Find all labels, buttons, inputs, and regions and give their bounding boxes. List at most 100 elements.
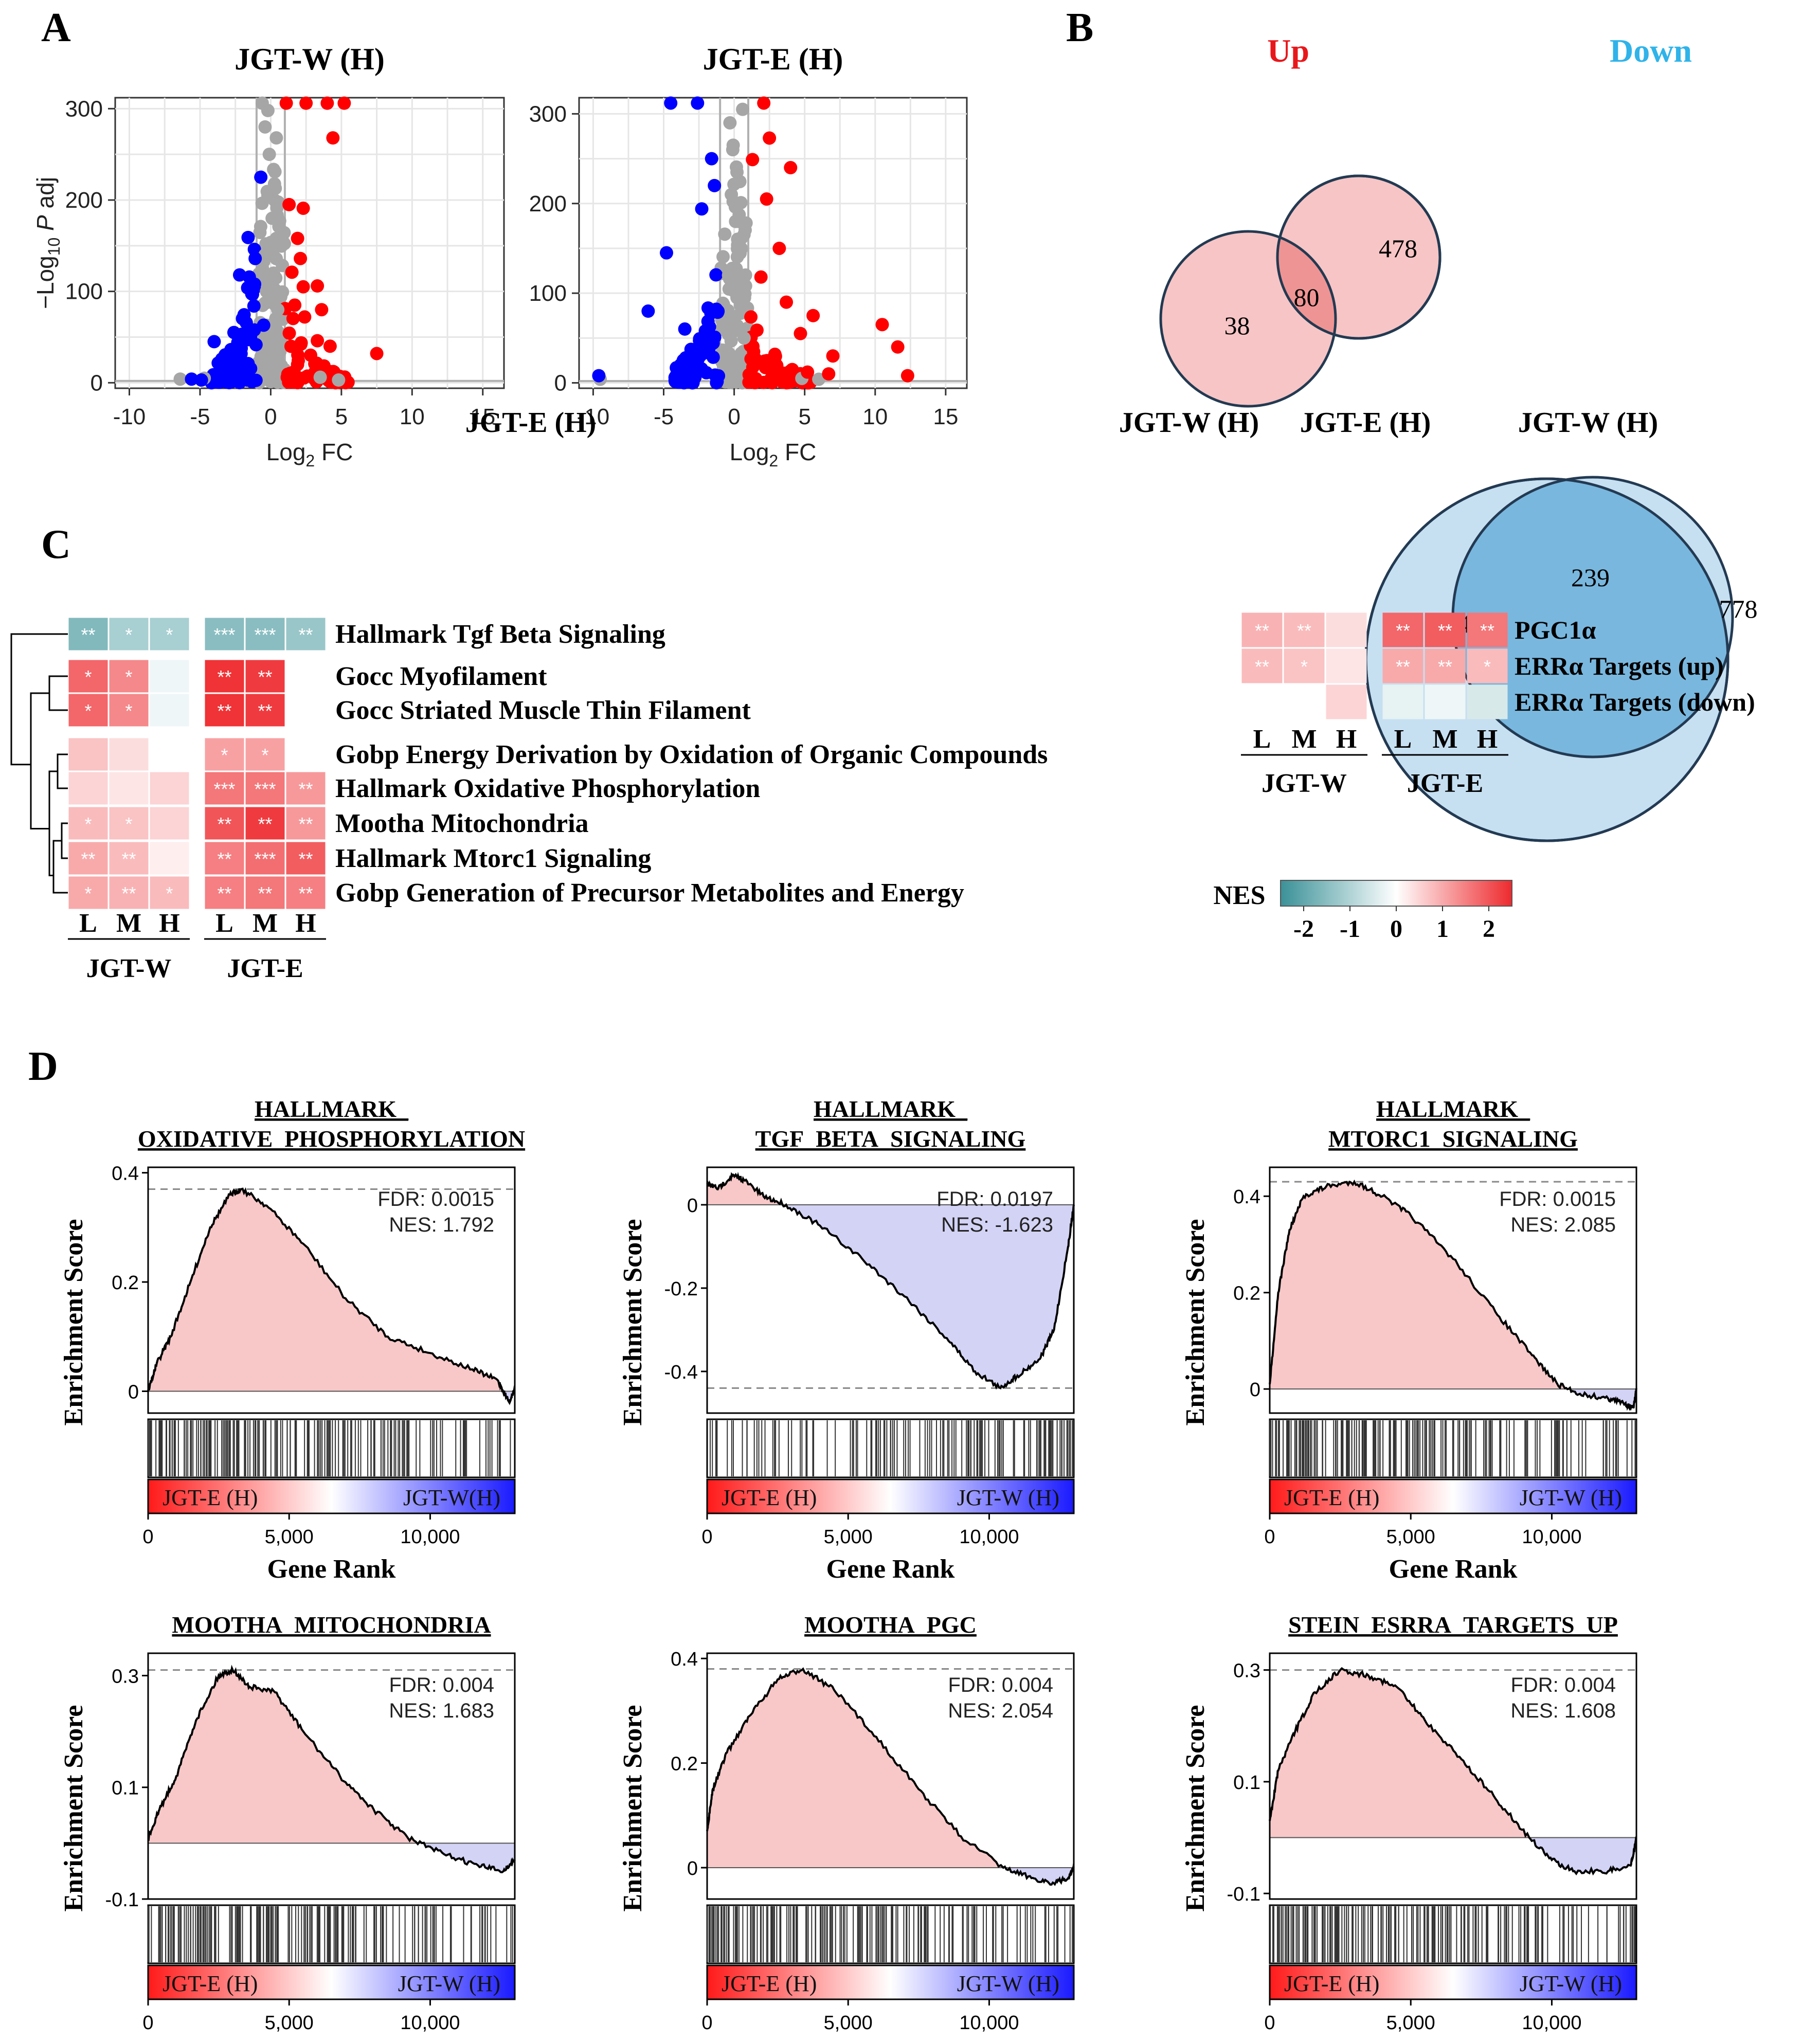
volcano-point-up [282,197,296,211]
volcano-point-up [279,96,293,110]
gsea-y-tick-label: -0.1 [1227,1884,1260,1905]
nes-tick-label: 1 [1436,915,1449,943]
heatmap-row-label: ERRα Targets (up) [1515,652,1724,680]
heatmap-cell [286,842,326,875]
volcano-point-down [691,96,705,110]
gsea-y-tick-label: 0.4 [1233,1186,1260,1208]
heatmap-group-label: JGT-E [227,954,303,983]
heatmap-cell [245,694,285,727]
heatmap-cell [150,694,189,727]
heatmap-cell [205,618,244,650]
volcano-point-up [291,357,304,371]
heatmap-cell [286,807,326,840]
volcano-point-ns [253,225,267,239]
volcano-point-up [311,279,325,293]
gsea-es-curve [1269,1667,1637,1876]
heatmap-column-label: H [1477,725,1498,754]
gsea-bar-left-label: JGT-E (H) [1284,1485,1379,1510]
heatmap-column-label: L [1253,725,1271,754]
heatmap-cell [245,876,285,909]
x-tick-label: 15 [933,404,958,429]
volcano-point-up [770,370,784,384]
gsea-title-line: HALLMARK_ [1376,1096,1530,1122]
y-tick-label: 0 [554,371,567,396]
x-axis-label: Log2 FC [730,439,817,470]
gsea-x-axis-label: Gene Rank [826,2040,955,2042]
heatmap-significance: * [261,745,268,766]
heatmap-significance: * [125,666,132,688]
y-tick-label: 200 [65,188,103,213]
gsea-plot-frame [706,1652,1075,1900]
heatmap-row-label: ERRα Targets (down) [1515,688,1755,716]
x-axis-label-sub: 2 [305,451,315,470]
heatmap-cell [205,876,244,909]
volcano-point-down [232,268,246,282]
volcano-point-up [757,96,771,110]
volcano-point-ns [715,321,729,335]
volcano-point-down [678,322,692,336]
heatmap-significance: ** [298,848,313,870]
gsea-y-tick-label: -0.2 [664,1278,698,1300]
heatmap-significance: * [125,700,132,721]
volcano-point-ns [725,313,738,327]
gsea-positive-area [1270,1668,1636,1838]
gsea-plot-oxphos: 0 0.2 0.4 FDR: 0.0015 NES: 1.792 JGT-E (H) JGT… [59,1096,525,1584]
volcano-point-down [254,170,268,184]
volcano-point-up [323,339,337,353]
heatmap-significance: * [84,666,92,688]
gsea-fdr-text: FDR: 0.004 [1510,1674,1616,1696]
volcano-point-down [699,340,713,354]
volcano-point-ns [734,241,748,255]
volcano-point-ns [265,211,279,225]
volcano-point-up [297,371,311,385]
gsea-es-curve [706,1171,1075,1390]
gsea-es-curve [147,1665,516,1873]
volcano-point-ns [313,370,327,384]
volcano-point-up [281,367,295,381]
heatmap-cell [68,738,108,771]
volcano-point-ns [262,148,276,161]
x-axis-label-text: Log [266,439,306,465]
heatmap-significance: ** [217,814,231,835]
volcano-point-down [701,314,715,328]
heatmap-cell [205,694,244,727]
nes-colorbar: NES -2 -1 0 1 2 [1213,880,1512,943]
x-tick-label: 0 [728,404,740,429]
volcano-point-up [749,352,763,366]
volcano-point-ns [261,103,275,117]
volcano-point-ns [812,372,826,386]
volcano-point-ns [258,296,272,310]
gsea-plot-frame [706,1166,1075,1414]
nes-title: NES [1213,881,1265,910]
gsea-y-tick-label: 0.1 [112,1778,139,1799]
gsea-y-tick-label: 0.4 [671,1649,698,1670]
volcano-point-ns [271,287,285,301]
heatmap-row-label: Hallmark Oxidative Phosphorylation [335,774,760,803]
gsea-nes-text: NES: 1.683 [389,1700,494,1722]
volcano-point-ns [730,165,744,179]
volcano-point-down [245,375,259,389]
volcano-point-down [248,251,262,265]
gsea-fdr-text: FDR: 0.004 [389,1674,494,1696]
volcano-point-down [592,369,606,383]
venn-set-b-outline [1276,174,1441,340]
gsea-es-curve [1269,1179,1637,1412]
gsea-x-tick-label: 0 [142,1526,153,1548]
venn-count-only-b: 478 [1379,234,1417,263]
heatmap-cell [286,694,326,727]
panel-label-b: B [1066,5,1093,50]
heatmap-cell [205,738,244,771]
y-axis-label-text: adj [32,177,59,215]
volcano-point-ns [268,165,282,178]
volcano-point-up [760,192,773,206]
heatmap-column-label: M [116,909,141,938]
heatmap-row-label: PGC1α [1515,616,1596,644]
heatmap-cell [109,772,149,805]
volcano-point-ns [730,291,744,304]
heatmap-significance: ** [298,779,313,800]
volcano-point-down [185,372,199,386]
venn-set-label-b: JGT-E (H) [465,407,597,439]
heatmap-cell [150,842,189,875]
heatmap-row-label: Gobp Energy Derivation by Oxidation of O… [335,740,1048,769]
